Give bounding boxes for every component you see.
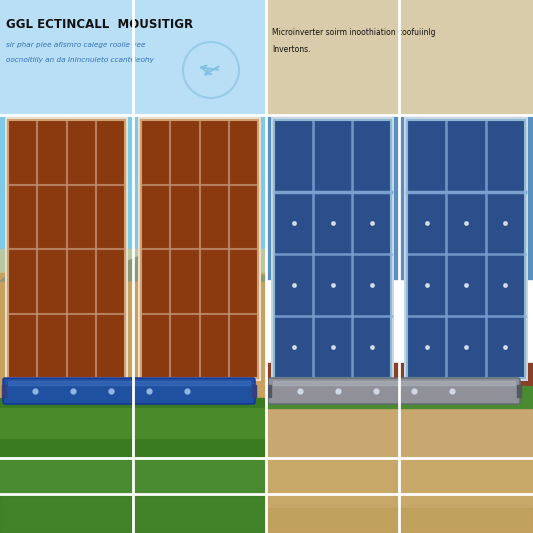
Bar: [329, 378, 335, 390]
Bar: [0, 458, 133, 533]
Text: GGL ECTINCALL  MOUSITIGR: GGL ECTINCALL MOUSITIGR: [6, 18, 193, 31]
FancyBboxPatch shape: [3, 378, 255, 404]
Text: Invertons.: Invertons.: [272, 45, 311, 54]
Bar: [266, 115, 532, 279]
Text: Microinverter soirm inoothiation coofuiinlg: Microinverter soirm inoothiation coofuii…: [272, 28, 435, 37]
Bar: [141, 120, 258, 378]
Bar: [196, 378, 202, 403]
Bar: [141, 120, 258, 378]
Bar: [0, 249, 266, 281]
Text: oocnoltliiy an da Inincnuleto ccantGeohy: oocnoltliiy an da Inincnuleto ccantGeohy: [6, 57, 154, 63]
Bar: [0, 115, 266, 279]
Bar: [271, 117, 394, 381]
Bar: [0, 273, 266, 423]
Bar: [517, 385, 521, 397]
Bar: [133, 496, 266, 533]
Bar: [5, 117, 128, 381]
Bar: [8, 381, 250, 385]
Bar: [266, 388, 532, 458]
Bar: [399, 508, 533, 533]
Bar: [0, 408, 266, 438]
Polygon shape: [0, 256, 266, 281]
Bar: [2, 385, 6, 397]
Bar: [63, 378, 69, 403]
Bar: [138, 117, 261, 381]
Bar: [407, 120, 525, 378]
Bar: [463, 378, 469, 390]
Bar: [266, 386, 532, 408]
Bar: [399, 458, 533, 533]
Bar: [274, 120, 391, 378]
Bar: [407, 120, 525, 378]
Bar: [0, 398, 266, 458]
Bar: [252, 385, 256, 397]
Bar: [267, 385, 271, 397]
FancyBboxPatch shape: [268, 378, 520, 404]
Bar: [266, 363, 532, 388]
Bar: [273, 381, 515, 385]
Bar: [266, 508, 399, 533]
Bar: [8, 120, 125, 378]
Bar: [404, 117, 528, 381]
Bar: [0, 496, 133, 533]
Text: sir phar plee afismro calege roolle yee: sir phar plee afismro calege roolle yee: [6, 42, 146, 48]
Bar: [8, 120, 125, 378]
Bar: [133, 458, 266, 533]
Bar: [274, 120, 391, 378]
Bar: [266, 458, 399, 533]
Bar: [0, 0, 266, 115]
Bar: [266, 0, 532, 115]
